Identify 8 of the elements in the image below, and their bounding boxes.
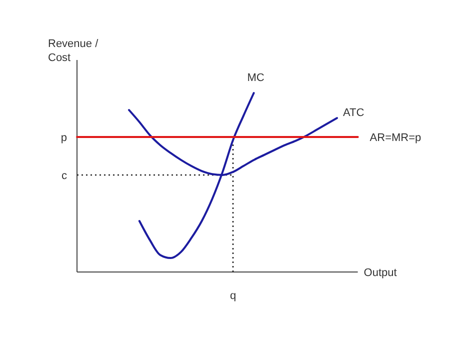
y-axis-title: Revenue / Cost xyxy=(48,38,100,64)
series-label: ATC xyxy=(343,107,364,120)
series-label: MC xyxy=(247,72,264,84)
text: p xyxy=(60,132,67,144)
ref-line-label: c xyxy=(62,170,68,182)
x-axis-title: Output xyxy=(364,267,397,279)
series-label: AR=MR=p xyxy=(370,132,422,144)
text: q xyxy=(230,290,236,302)
